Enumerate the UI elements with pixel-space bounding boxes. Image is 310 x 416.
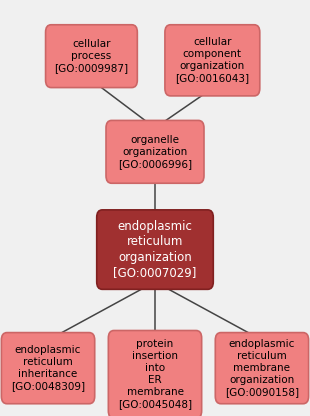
FancyBboxPatch shape	[165, 25, 260, 96]
FancyBboxPatch shape	[1, 333, 95, 404]
Text: endoplasmic
reticulum
organization
[GO:0007029]: endoplasmic reticulum organization [GO:0…	[113, 220, 197, 280]
Text: cellular
component
organization
[GO:0016043]: cellular component organization [GO:0016…	[175, 37, 250, 83]
Text: organelle
organization
[GO:0006996]: organelle organization [GO:0006996]	[118, 135, 192, 169]
Text: cellular
process
[GO:0009987]: cellular process [GO:0009987]	[54, 39, 129, 73]
FancyBboxPatch shape	[106, 121, 204, 183]
Text: protein
insertion
into
ER
membrane
[GO:0045048]: protein insertion into ER membrane [GO:0…	[118, 339, 192, 409]
Text: endoplasmic
reticulum
inheritance
[GO:0048309]: endoplasmic reticulum inheritance [GO:00…	[11, 345, 85, 391]
Text: endoplasmic
reticulum
membrane
organization
[GO:0090158]: endoplasmic reticulum membrane organizat…	[225, 339, 299, 397]
FancyBboxPatch shape	[46, 25, 137, 87]
FancyBboxPatch shape	[108, 330, 202, 416]
FancyBboxPatch shape	[97, 210, 213, 290]
FancyBboxPatch shape	[215, 333, 308, 404]
